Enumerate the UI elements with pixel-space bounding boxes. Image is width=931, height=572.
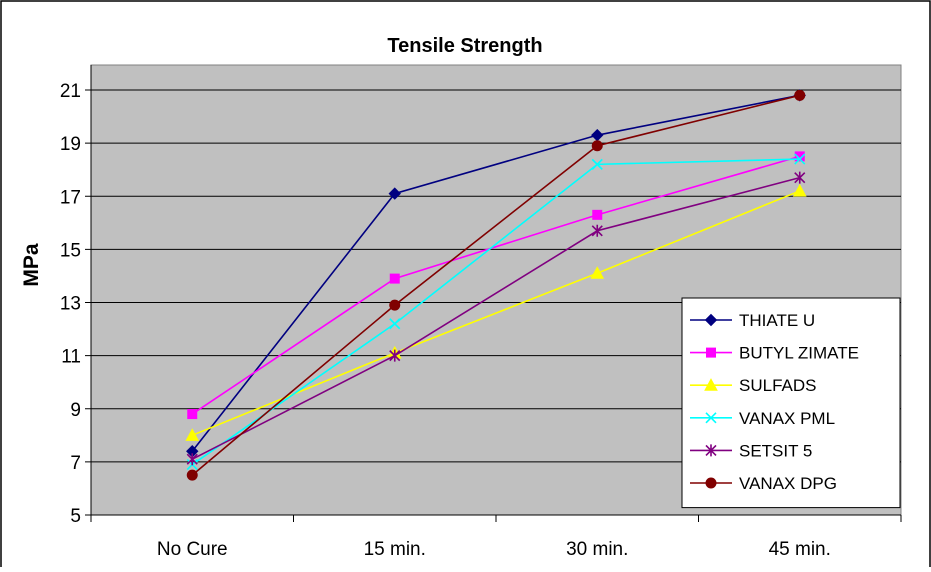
data-point-butyl-zimate	[389, 273, 400, 284]
series-line-vanax-dpg	[191, 94, 800, 476]
data-point-setsit-5	[591, 224, 603, 237]
data-point-vanax-pml	[389, 318, 401, 330]
data-point-sulfads	[185, 428, 200, 441]
data-point-butyl-zimate	[187, 409, 198, 420]
series-line-butyl-zimate	[191, 155, 800, 415]
legend: THIATE U BUTYL ZIMATE SULFADS VANAX PML SETS…	[681, 297, 901, 509]
data-point-vanax-dpg	[591, 140, 603, 152]
y-tick-label: 5	[70, 506, 81, 527]
series-line-vanax-pml	[191, 158, 800, 466]
data-point-vanax-dpg	[794, 89, 806, 101]
chart-title: Tensile Strength	[387, 35, 542, 57]
x-tick-label: 30 min.	[566, 539, 628, 560]
y-tick-label: 21	[60, 81, 81, 102]
legend-marker-butyl-zimate	[706, 347, 716, 358]
legend-box	[681, 297, 901, 509]
legend-label-sulfads: SULFADS	[739, 376, 816, 395]
y-tick-label: 9	[70, 400, 81, 421]
legend-marker-vanax-dpg	[705, 477, 717, 489]
series-line-thiate-u	[191, 94, 800, 452]
data-point-vanax-dpg	[186, 469, 198, 481]
y-tick-label: 7	[70, 453, 81, 474]
x-tick-label: 15 min.	[364, 539, 426, 560]
data-point-setsit-5	[794, 171, 806, 184]
x-tick-label: 45 min.	[769, 539, 831, 560]
x-tick-label: No Cure	[157, 539, 228, 560]
data-point-sulfads	[792, 183, 807, 197]
legend-marker-vanax-pml	[705, 412, 717, 424]
data-point-butyl-zimate	[592, 209, 603, 220]
y-tick-label: 17	[60, 187, 81, 208]
data-point-vanax-dpg	[389, 299, 401, 311]
legend-label-butyl-zimate: BUTYL ZIMATE	[739, 344, 859, 363]
plot-area: 5 7 9 11 13 15 17 19 21 No Cure 15 min. 30 min. 45 m…	[60, 64, 902, 560]
data-point-thiate-u	[388, 187, 401, 200]
data-point-vanax-pml	[794, 153, 806, 165]
legend-label-vanax-dpg: VANAX DPG	[739, 474, 837, 493]
y-tick-label: 13	[60, 294, 81, 315]
legend-label-vanax-pml: VANAX PML	[739, 409, 835, 428]
data-point-butyl-zimate	[794, 151, 805, 162]
data-point-sulfads	[590, 266, 605, 279]
legend-label-thiate-u: THIATE U	[739, 311, 815, 330]
legend-marker-thiate-u	[704, 313, 718, 327]
legend-marker-setsit-5	[705, 444, 717, 457]
data-point-setsit-5	[186, 453, 198, 466]
legend-label-setsit-5: SETSIT 5	[739, 441, 812, 460]
y-tick-label: 15	[60, 240, 81, 261]
legend-marker-sulfads	[704, 378, 718, 391]
y-tick-label: 19	[60, 134, 81, 155]
data-point-setsit-5	[389, 349, 401, 362]
data-point-vanax-pml	[591, 158, 603, 170]
y-tick-label: 11	[61, 347, 81, 368]
series-line-setsit-5	[191, 176, 800, 460]
y-axis-label: MPa	[20, 243, 43, 287]
